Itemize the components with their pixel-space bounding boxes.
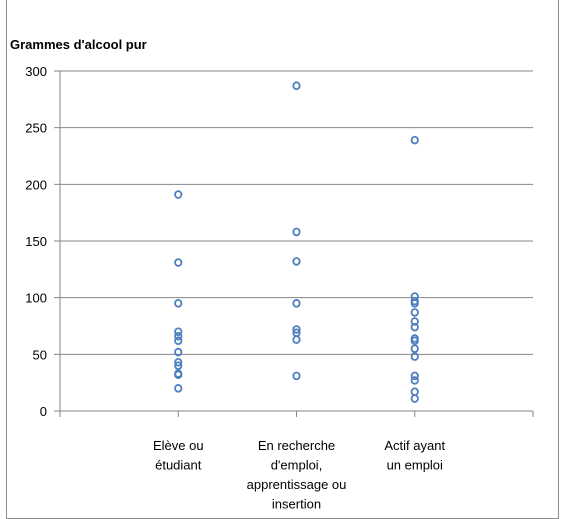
data-point	[174, 327, 183, 336]
data-point	[410, 352, 419, 361]
data-point	[410, 299, 419, 308]
chart-title: Grammes d'alcool pur	[10, 37, 147, 52]
data-point	[410, 387, 419, 397]
data-point	[174, 384, 183, 393]
data-point	[174, 370, 183, 380]
y-tick-labels: 0 50 100 150 200 250 300	[25, 64, 47, 419]
data-point	[410, 344, 419, 353]
x-category-label: En recherche d'emploi, apprentissage ou ins…	[247, 438, 347, 512]
data-point	[292, 325, 301, 334]
data-point	[292, 81, 301, 91]
data-point	[292, 227, 301, 237]
x-category-label-line: Actif ayant	[384, 438, 445, 453]
y-tick-label: 150	[25, 234, 47, 249]
data-point	[410, 394, 419, 403]
y-tick-label: 100	[25, 291, 47, 306]
data-point	[174, 331, 183, 341]
data-point	[292, 335, 301, 344]
data-point	[174, 190, 183, 199]
x-category-label-line: apprentissage ou	[247, 477, 347, 492]
scatter-chart: Grammes d'alcool pur 050100150200250300 …	[10, 37, 534, 512]
x-category-label-line: un emploi	[387, 458, 443, 473]
data-point	[174, 258, 183, 267]
data-points	[174, 81, 419, 403]
data-point	[410, 371, 419, 381]
x-category-label-line: étudiant	[155, 458, 202, 473]
data-point	[292, 299, 301, 308]
x-category-label: Elève ou étudiant	[153, 438, 204, 473]
x-category-label-line: d'emploi,	[271, 458, 323, 473]
data-point	[174, 336, 183, 346]
y-tick-label: 200	[25, 177, 47, 192]
data-point	[410, 336, 419, 346]
x-category-label-line: insertion	[272, 497, 321, 512]
data-point	[410, 308, 419, 317]
x-tick-labels: Elève ou étudiant En recherche d'emploi, app…	[153, 438, 446, 512]
gridlines	[60, 70, 533, 355]
y-tick-label: 0	[40, 404, 47, 419]
data-point	[410, 135, 419, 145]
data-point	[410, 376, 419, 385]
data-point	[292, 371, 301, 381]
data-point	[174, 357, 183, 367]
data-point	[174, 299, 183, 308]
x-category-label: Actif ayant un emploi	[384, 438, 445, 473]
data-point	[410, 317, 419, 326]
y-tick-label: 50	[33, 347, 47, 362]
data-point	[292, 257, 301, 266]
data-point	[410, 322, 419, 332]
axes	[54, 70, 534, 417]
y-tick-label: 300	[25, 64, 47, 79]
x-category-label-line: En recherche	[258, 438, 335, 453]
chart-frame: Grammes d'alcool pur 0 50 100 150 200 250 300 …	[6, 0, 559, 519]
data-point	[174, 347, 183, 357]
x-category-label-line: Elève ou	[153, 438, 204, 453]
y-tick-label: 250	[25, 121, 47, 136]
data-point	[174, 361, 183, 370]
